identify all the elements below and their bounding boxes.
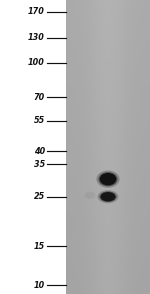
Text: 130: 130 <box>28 33 45 42</box>
Text: 55: 55 <box>34 116 45 125</box>
Ellipse shape <box>85 192 95 199</box>
Text: 35: 35 <box>34 160 45 169</box>
Text: 170: 170 <box>28 7 45 16</box>
Text: 25: 25 <box>34 192 45 201</box>
Text: 10: 10 <box>34 281 45 290</box>
Text: 100: 100 <box>28 59 45 67</box>
Bar <box>0 0 66 294</box>
Text: 40: 40 <box>34 147 45 156</box>
Ellipse shape <box>100 173 116 185</box>
Ellipse shape <box>100 192 116 201</box>
Ellipse shape <box>99 172 117 186</box>
Text: 15: 15 <box>34 242 45 250</box>
Ellipse shape <box>99 191 117 202</box>
Ellipse shape <box>96 171 120 188</box>
Text: 70: 70 <box>34 93 45 102</box>
Bar <box>66 0 150 294</box>
Ellipse shape <box>98 190 118 203</box>
